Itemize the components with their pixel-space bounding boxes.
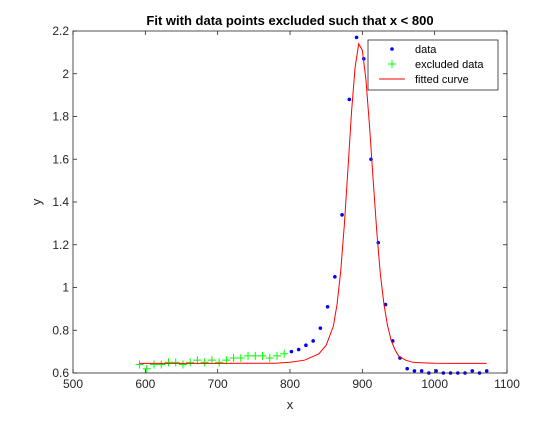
data-point [484,369,489,373]
excluded-data-point [272,351,281,360]
y-axis: 0.6 0.8 1 1.2 1.4 1.6 1.8 2 2.2 [52,24,507,380]
excluded-data-point [135,360,144,369]
excluded-data-point [265,354,274,363]
excluded-data-point [215,358,224,367]
excluded-data-point [142,364,151,373]
excluded-data-point [258,351,267,360]
x-axis-label: x [287,397,294,412]
excluded-data-point [251,351,260,360]
data-point [412,369,417,373]
data-point [318,326,323,330]
excluded-data-point [150,360,159,369]
data-point [304,343,308,348]
data-point [470,369,475,373]
data-point [340,213,344,217]
legend-excluded-marker [388,60,396,68]
data-point [354,35,359,40]
data-marks [135,35,489,375]
y-tick-label: 1.4 [52,195,69,209]
legend-label: fitted curve [415,74,469,86]
data-point [333,275,337,279]
x-tick-label: 1100 [494,377,520,391]
x-tick-label: 800 [280,377,300,391]
data-point [434,369,438,373]
excluded-data-point [222,356,231,365]
data-point [289,349,294,354]
data-point [325,304,330,309]
x-tick-label: 500 [63,377,83,391]
excluded-data-point [236,354,245,363]
excluded-data-point [171,358,180,367]
excluded-data-point [229,354,238,363]
y-tick-label: 1.6 [52,152,69,166]
excluded-data-point [244,351,253,360]
excluded-data-point [200,358,209,367]
y-axis-label: y [29,198,44,205]
x-tick-label: 900 [352,377,372,391]
y-tick-label: 1.2 [52,238,69,252]
data-point [311,339,315,343]
legend-box [367,39,499,91]
legend-data-marker [390,47,394,51]
excluded-data-point [178,360,187,369]
data-point [419,369,424,373]
excluded-data-point [186,358,195,367]
fitted-curve-line [139,42,487,364]
x-tick-label: 700 [208,377,228,391]
excluded-data-point [157,360,166,369]
excluded-data-point [280,349,289,358]
excluded-data-point [164,358,173,367]
x-tick-label: 600 [135,377,155,391]
legend: data excluded data fitted curve [367,39,499,91]
data-point [347,97,352,102]
x-tick-label: 1000 [421,377,448,391]
chart-title: Fit with data points excluded such that … [146,13,433,28]
y-tick-label: 1 [62,281,69,295]
data-point [405,366,409,371]
y-tick-label: 0.6 [52,366,69,380]
data-point [296,347,301,352]
y-tick-label: 2 [62,67,69,81]
legend-label: data [415,44,437,56]
legend-label: excluded data [415,59,484,71]
excluded-data-point [193,356,202,365]
y-tick-label: 1.8 [52,110,69,124]
y-tick-label: 0.8 [52,323,69,337]
y-tick-label: 2.2 [52,24,69,38]
excluded-data-point [207,356,216,365]
x-axis: 500 600 700 800 900 1000 1100 [63,31,520,391]
